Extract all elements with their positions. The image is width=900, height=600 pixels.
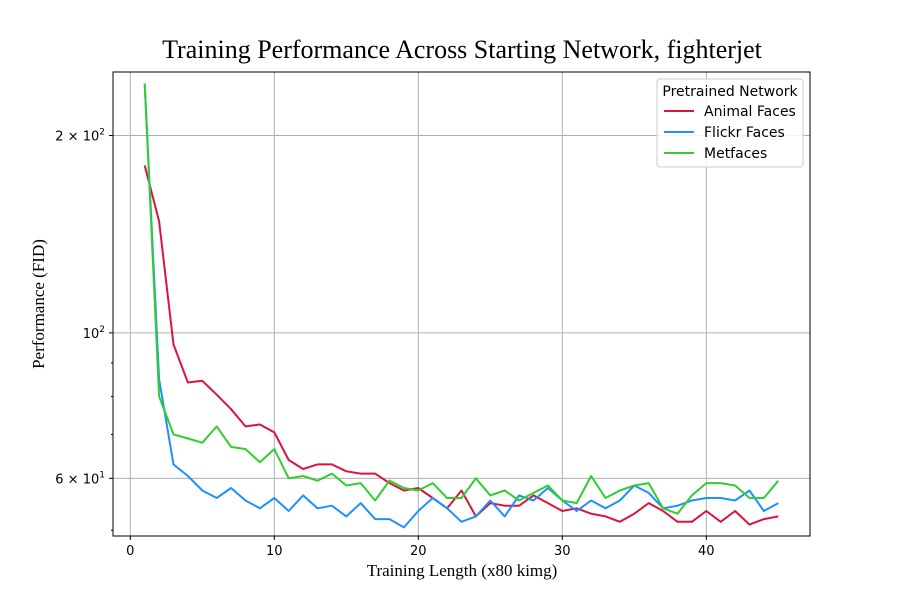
legend-entry-label: Metfaces xyxy=(704,146,767,162)
x-tick-label: 20 xyxy=(410,544,427,559)
legend-title: Pretrained Network xyxy=(662,84,798,100)
series-line xyxy=(143,165,779,526)
series-lines xyxy=(143,83,780,529)
series-line xyxy=(143,83,779,529)
x-tick-label: 10 xyxy=(266,544,283,559)
plot-frame xyxy=(112,71,811,537)
chart-title: Training Performance Across Starting Net… xyxy=(162,35,763,64)
series-line xyxy=(143,83,780,515)
legend-box xyxy=(656,78,804,168)
x-tick-label: 0 xyxy=(126,544,134,559)
legend: Pretrained Network Animal Faces Flickr Fa… xyxy=(656,78,804,168)
x-tick-label: 40 xyxy=(698,544,715,559)
legend-entry-label: Animal Faces xyxy=(704,104,796,120)
x-tick-label: 30 xyxy=(554,544,571,559)
y-axis-label: Performance (FID) xyxy=(29,239,48,369)
y-tick-label: 2 × 102 xyxy=(55,128,105,145)
legend-entry-label: Flickr Faces xyxy=(704,125,785,141)
x-axis-label: Training Length (x80 kimg) xyxy=(367,561,558,580)
y-tick-label: 6 × 101 xyxy=(55,470,105,487)
y-tick-label: 102 xyxy=(83,325,105,342)
axis-ticks: 0 10 20 30 40 2 × 102 102 6 × 101 xyxy=(55,128,714,559)
